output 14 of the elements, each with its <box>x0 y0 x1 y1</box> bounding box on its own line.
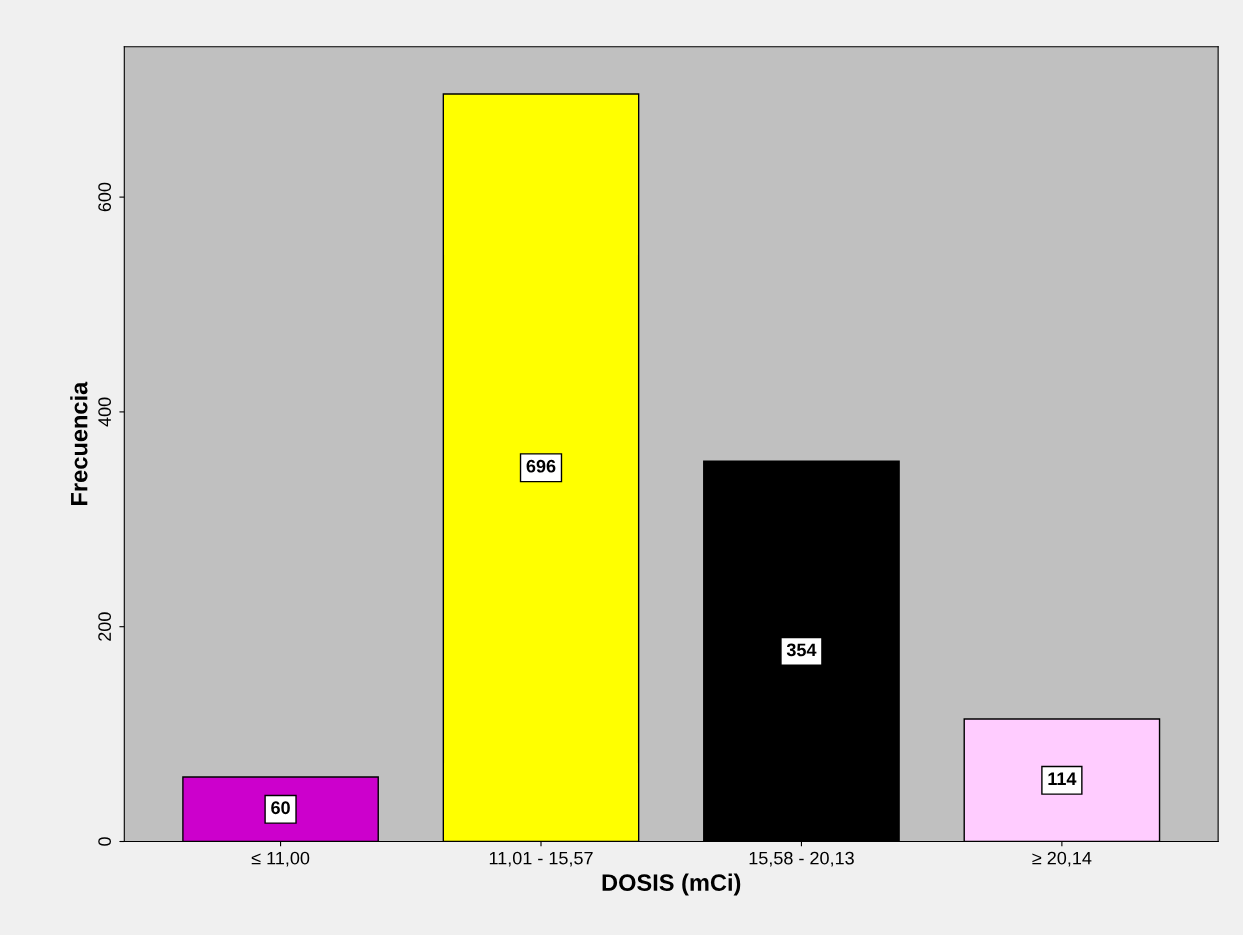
y-tick-label: 0 <box>98 837 112 846</box>
data-label: 354 <box>786 643 817 657</box>
data-label: 114 <box>1048 772 1077 785</box>
x-tick-label: 15,58 - 20,13 <box>749 851 854 867</box>
y-tick-label: 200 <box>98 612 112 641</box>
y-tick-label: 400 <box>98 397 112 427</box>
y-tick-label: 600 <box>98 182 112 212</box>
x-tick-label: 11,01 - 15,57 <box>489 851 593 867</box>
x-axis-title: DOSIS (mCi) <box>602 873 741 896</box>
data-label: 696 <box>526 459 556 473</box>
x-tick-label: ≤ 11,00 <box>251 851 310 867</box>
x-tick-label: ≥ 20,14 <box>1032 851 1092 867</box>
data-label: 60 <box>271 801 290 815</box>
y-axis-title: Frecuencia <box>70 381 88 505</box>
